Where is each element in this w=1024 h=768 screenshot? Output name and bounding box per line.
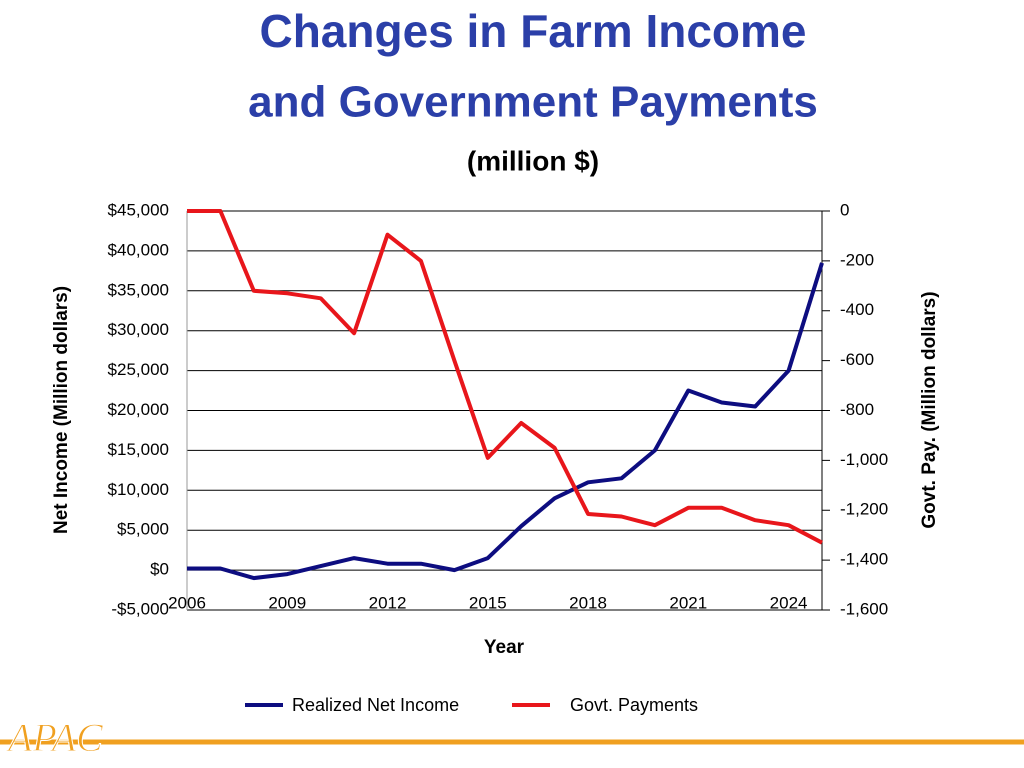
x-axis-label: Year — [484, 637, 525, 658]
y-tick-label: $45,000 — [108, 200, 169, 219]
y2-tick-label: 0 — [840, 200, 849, 219]
y-tick-label: $5,000 — [117, 520, 169, 539]
x-tick-label: 2009 — [268, 593, 306, 612]
y-tick-label: $20,000 — [108, 400, 169, 419]
x-tick-label: 2024 — [770, 593, 808, 612]
line-series — [187, 262, 824, 581]
legend-label: Govt. Payments — [570, 695, 698, 715]
x-tick-label: 2012 — [369, 593, 407, 612]
y2-tick-label: -1,200 — [840, 500, 888, 519]
y2-axis-label: Govt. Pay. (Million dollars) — [919, 291, 940, 528]
x-tick-label: 2015 — [469, 593, 507, 612]
y2-tick-label: -200 — [840, 250, 874, 269]
chart-title: Changes in Farm Income — [259, 5, 806, 57]
chart-subtitle: (million $) — [467, 145, 599, 176]
y-tick-label: $10,000 — [108, 480, 169, 499]
x-tick-label: 2021 — [669, 593, 707, 612]
y-tick-label: $35,000 — [108, 280, 169, 299]
y2-tick-label: -400 — [840, 300, 874, 319]
y-axis-label: Net Income (Million dollars) — [51, 286, 72, 534]
y-tick-label: $40,000 — [108, 240, 169, 259]
x-tick-label: 2018 — [569, 593, 607, 612]
line-series — [187, 209, 823, 545]
y2-tick-label: -1,600 — [840, 599, 888, 618]
y2-tick-label: -1,400 — [840, 550, 888, 569]
y2-tick-label: -1,000 — [840, 450, 888, 469]
y2-tick-label: -600 — [840, 350, 874, 369]
y-tick-label: -$5,000 — [111, 599, 169, 618]
y-tick-label: $30,000 — [108, 320, 169, 339]
legend-label: Realized Net Income — [292, 695, 459, 715]
y-tick-label: $15,000 — [108, 440, 169, 459]
chart-title-line2: and Government Payments — [248, 78, 818, 127]
y2-tick-label: -800 — [840, 400, 874, 419]
y-tick-label: $0 — [150, 560, 169, 579]
y-tick-label: $25,000 — [108, 360, 169, 379]
logo: APAC — [5, 715, 104, 760]
